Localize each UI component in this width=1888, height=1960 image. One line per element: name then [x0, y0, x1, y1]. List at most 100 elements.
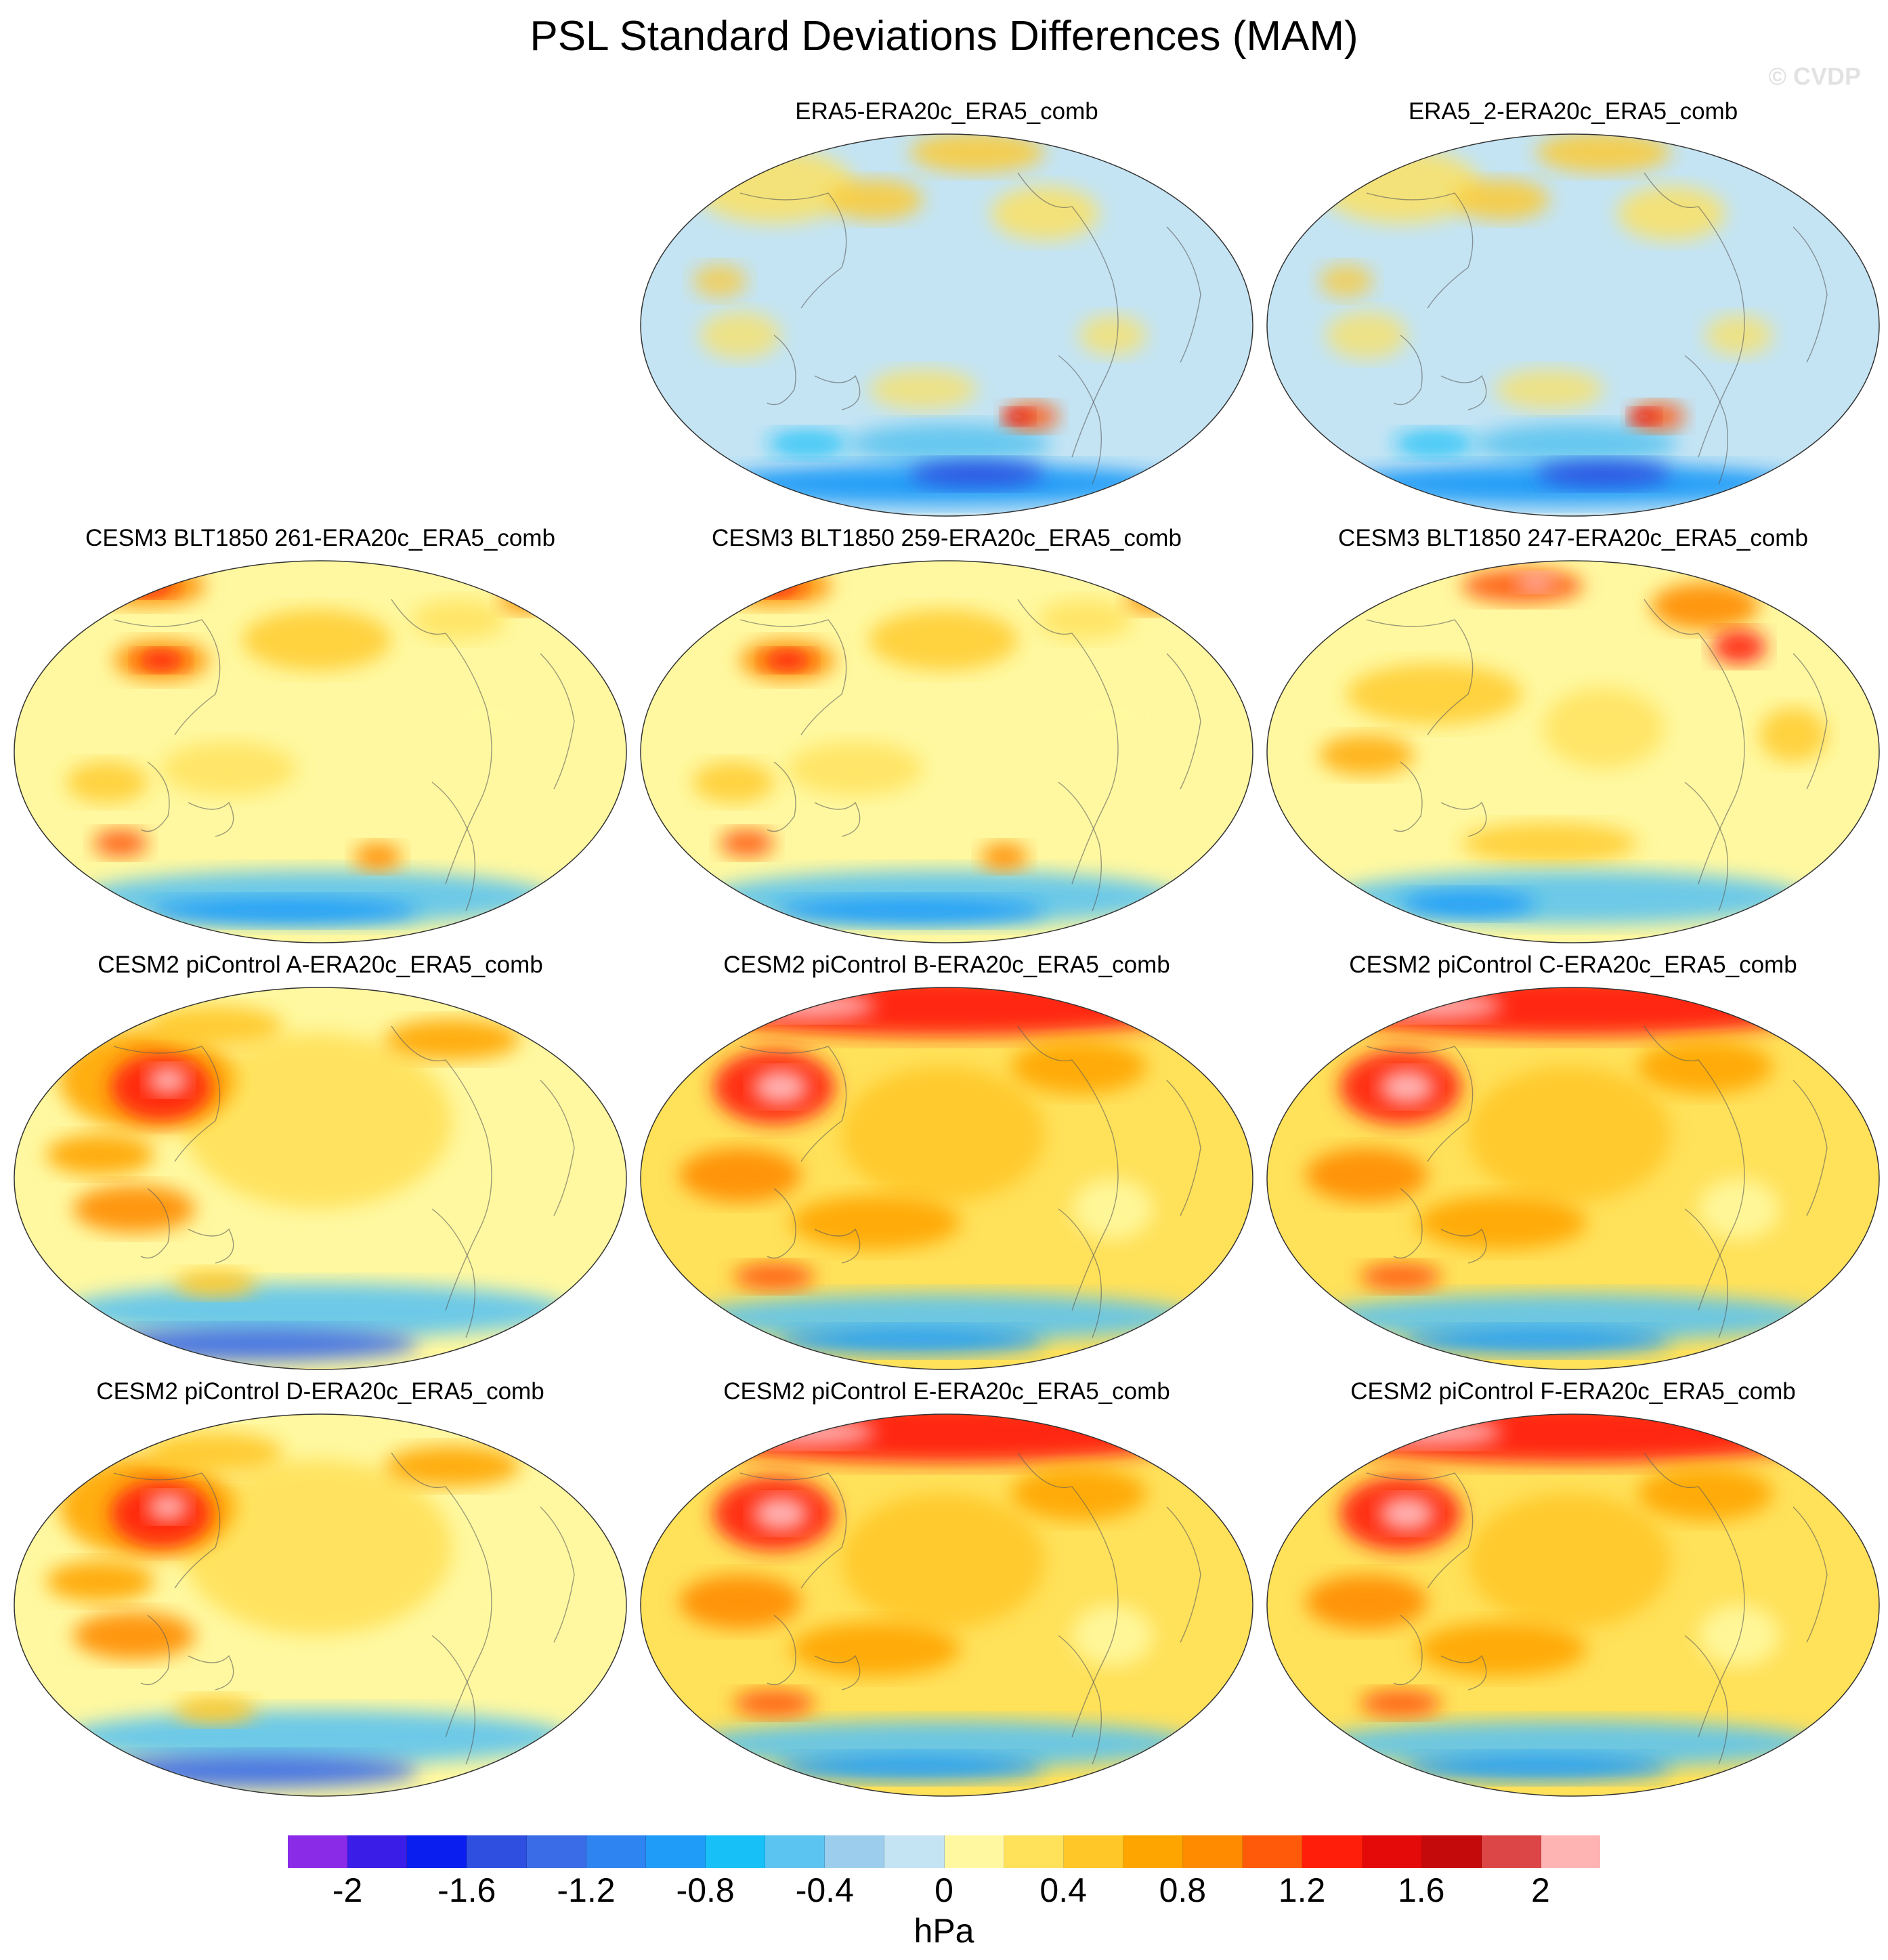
field-blob: [90, 566, 205, 606]
map-border: [640, 1413, 1253, 1797]
coastline: [1440, 801, 1487, 837]
field-blob: [1468, 1067, 1671, 1202]
field-blob: [1516, 574, 1556, 591]
coastline: [1644, 1025, 1745, 1311]
coastline: [1058, 355, 1102, 485]
coastline: [188, 801, 234, 837]
colorbar-box: [884, 1835, 945, 1868]
coastline: [1684, 1208, 1729, 1338]
field-blob: [1319, 264, 1373, 298]
field-blob: [991, 186, 1099, 240]
coastline: [1793, 653, 1828, 790]
field-blob: [909, 134, 1045, 173]
field-blob: [1631, 409, 1658, 424]
coastline: [767, 1615, 796, 1686]
field-blob: [1617, 186, 1725, 240]
colorbar-box: [1063, 1835, 1123, 1868]
coastline: [1440, 1228, 1487, 1264]
field-blob: [148, 897, 419, 924]
map-border: [1266, 987, 1880, 1370]
field-blob: [80, 1754, 419, 1788]
map-panel-6: CESM2 piControl A-ERA20c_ERA5_comb: [9, 952, 632, 1385]
coastline: [1684, 355, 1729, 485]
field-blob: [1346, 664, 1522, 725]
field-blob: [452, 1588, 520, 1642]
field-blob: [981, 843, 1028, 870]
colorbar-box: [944, 1835, 1004, 1868]
panel-title-3: CESM3 BLT1850 261-ERA20c_ERA5_comb: [85, 525, 555, 551]
panel-title-11: CESM2 piControl F-ERA20c_ERA5_comb: [1350, 1378, 1796, 1405]
colorbar-tick-label: 0: [935, 1871, 953, 1909]
field-blob: [1455, 179, 1549, 220]
field-blob: [1380, 1070, 1434, 1104]
map-10: [640, 1413, 1253, 1797]
field-blob: [175, 1697, 256, 1724]
coastline: [1017, 599, 1119, 885]
colorbar-tick-label: -0.8: [676, 1871, 735, 1909]
coastline: [1393, 1615, 1423, 1686]
map-panel-7: CESM2 piControl B-ERA20c_ERA5_comb: [635, 952, 1258, 1385]
field-blob: [1698, 1605, 1780, 1666]
coastline: [1366, 1046, 1474, 1162]
coastline: [1366, 1472, 1474, 1589]
coastline: [140, 1615, 170, 1686]
field-blob: [63, 1710, 571, 1764]
coastline: [739, 619, 847, 736]
coastline: [1684, 782, 1729, 912]
field-blob: [1495, 369, 1604, 410]
field-layer: [641, 561, 1253, 943]
coastline: [391, 1025, 492, 1311]
field-blob: [1461, 823, 1637, 864]
coastline: [1017, 1025, 1119, 1311]
map-border: [14, 987, 627, 1370]
colorbar-units: hPa: [914, 1912, 974, 1950]
coastline: [1058, 1635, 1102, 1765]
coastline: [540, 1080, 575, 1216]
field-blob: [764, 650, 811, 670]
panel-title-7: CESM2 piControl B-ERA20c_ERA5_comb: [723, 952, 1170, 978]
figure-title: PSL Standard Deviations Differences (MAM…: [530, 13, 1358, 60]
field-blob: [1316, 1294, 1824, 1341]
field-blob: [791, 1622, 960, 1676]
coastline: [540, 653, 575, 790]
field-blob: [46, 1134, 154, 1175]
colorbar-box: [765, 1835, 825, 1868]
coastline: [1440, 1655, 1487, 1690]
colorbar-tick-label: 0.8: [1159, 1871, 1207, 1909]
coastline: [1166, 1506, 1201, 1643]
coastline: [1058, 782, 1102, 912]
field-layer: [14, 1414, 626, 1796]
coastline: [1166, 1080, 1201, 1216]
field-blob: [1306, 1575, 1428, 1629]
field-blob: [774, 1327, 1045, 1355]
colorbar-box: [1123, 1835, 1184, 1868]
field-blob: [148, 1006, 283, 1046]
colorbar-box: [526, 1835, 586, 1868]
coastline: [540, 1506, 575, 1643]
map-border: [640, 560, 1253, 943]
panel-title-2: ERA5_2-ERA20c_ERA5_comb: [1408, 98, 1738, 125]
field-blob: [689, 1720, 1197, 1768]
field-blob: [1400, 1754, 1671, 1781]
field-blob: [788, 742, 923, 796]
map-panel-10: CESM2 piControl E-ERA20c_ERA5_comb: [635, 1378, 1258, 1812]
map-11: [1266, 1413, 1880, 1797]
field-layer: [1267, 134, 1879, 516]
field-blob: [720, 830, 774, 857]
colorbar-box: [1362, 1835, 1422, 1868]
coastline: [814, 375, 861, 410]
field-blob: [774, 1754, 1045, 1781]
map-2: [1266, 133, 1880, 517]
coastline: [1166, 226, 1201, 363]
field-blob: [412, 599, 507, 640]
field-blob: [1058, 684, 1167, 745]
field-blob: [842, 1493, 1045, 1629]
field-blob: [747, 576, 801, 596]
coastline: [113, 1472, 221, 1589]
field-blob: [66, 762, 148, 803]
field-blob: [1400, 1327, 1671, 1355]
field-blob: [700, 312, 781, 359]
field-blob: [1400, 891, 1536, 918]
field-blob: [385, 1446, 520, 1487]
coastline: [140, 761, 170, 832]
